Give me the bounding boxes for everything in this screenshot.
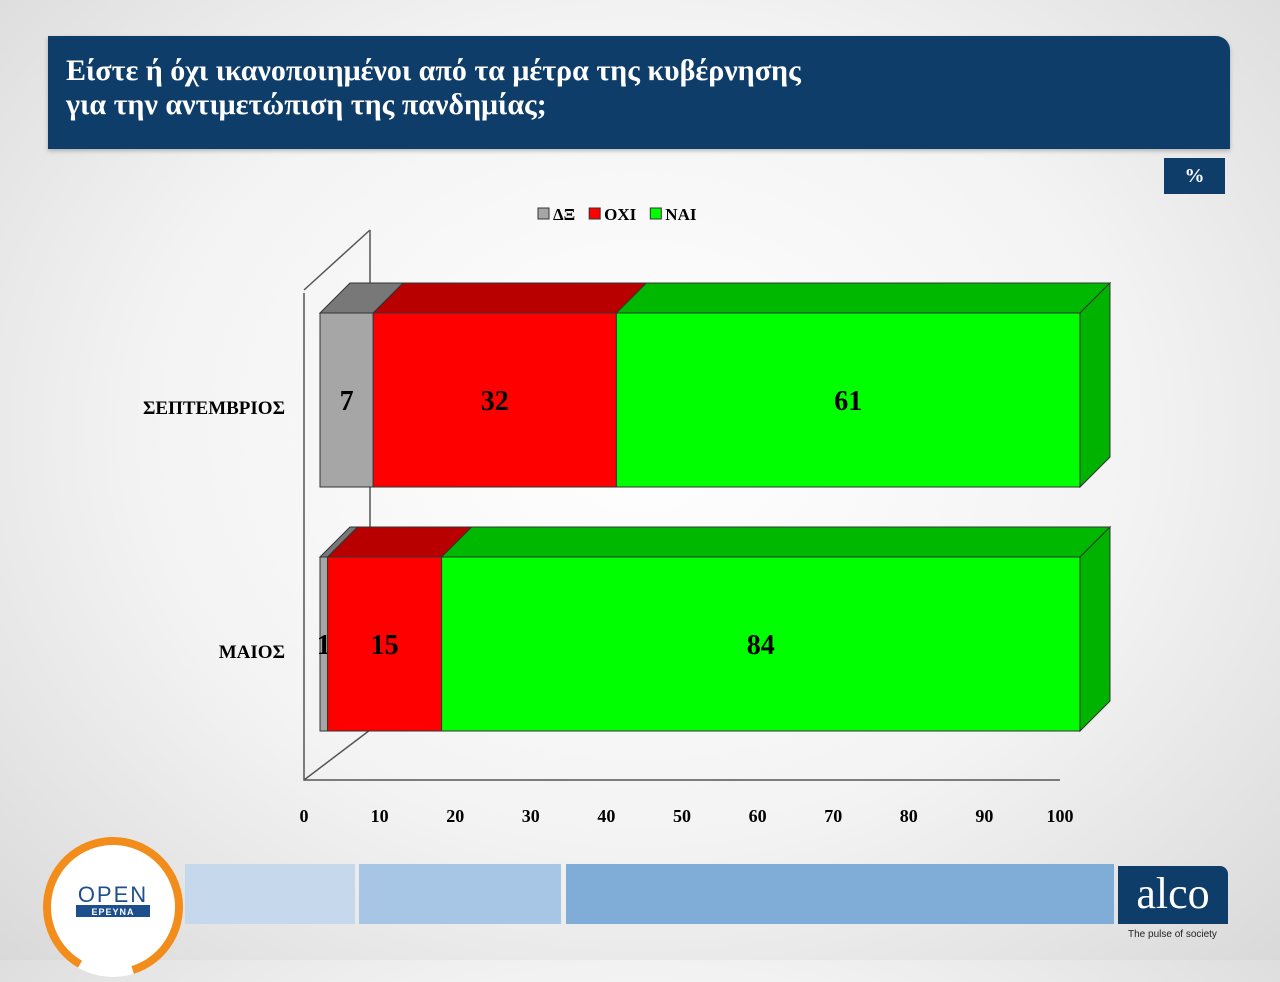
legend-label-0: ΔΞ	[553, 205, 575, 224]
legend-label-2: ΝΑΙ	[665, 205, 697, 224]
chart-title-line-1: Είστε ή όχι ικανοποιημένοι από τα μέτρα …	[66, 54, 801, 87]
bar-side-0	[1079, 281, 1111, 489]
legend-label-1: ΟΧΙ	[604, 205, 637, 224]
x-tick-label-4: 40	[597, 806, 615, 826]
floor-edge	[303, 729, 371, 781]
data-label-2-1: 84	[747, 630, 775, 661]
bar-top-2-1	[440, 526, 1112, 558]
x-tick-label-5: 50	[673, 806, 691, 826]
bar-0-0	[319, 312, 374, 488]
bar-2-0	[615, 312, 1081, 488]
data-label-1-0: 32	[481, 386, 509, 417]
x-tick-label-10: 100	[1047, 806, 1074, 826]
alco-tagline: The pulse of society	[1128, 929, 1217, 940]
footer-strip-2	[359, 864, 561, 924]
data-label-1-1: 15	[371, 630, 399, 661]
bar-2-1	[441, 556, 1081, 732]
data-label-0-0: 7	[340, 386, 354, 417]
x-tick-label-6: 60	[749, 806, 767, 826]
bar-1-1	[327, 556, 443, 732]
alco-logo-text: alco	[1136, 869, 1210, 918]
footer-strip-1	[185, 864, 355, 924]
data-label-2-0: 61	[834, 386, 862, 417]
alco-logo: alco	[1118, 866, 1228, 924]
bar-top-2-0	[615, 282, 1112, 314]
x-tick-label-8: 80	[900, 806, 918, 826]
chart-title-line-2: για την αντιμετώπιση της πανδημίας;	[66, 88, 547, 121]
back-wall-top	[303, 229, 371, 291]
x-tick-label-1: 10	[371, 806, 389, 826]
x-tick-label-9: 90	[975, 806, 993, 826]
bar-1-0	[372, 312, 617, 488]
unit-badge: %	[1164, 158, 1225, 194]
category-label-0: ΣΕΠΤΕΜΒΡΙΟΣ	[143, 398, 285, 419]
bar-side-1	[1079, 525, 1111, 733]
bar-top-1-0	[371, 282, 648, 314]
legend-swatch-0	[537, 207, 550, 220]
x-tick-label-0: 0	[300, 806, 309, 826]
x-tick-label-3: 30	[522, 806, 540, 826]
category-label-1: ΜΑΙΟΣ	[219, 642, 285, 663]
open-logo-text: OPEN	[78, 882, 148, 907]
legend-swatch-2	[649, 207, 662, 220]
legend-swatch-1	[588, 207, 601, 220]
footer-strip-3	[566, 864, 1114, 924]
x-tick-label-2: 20	[446, 806, 464, 826]
chart-title: Είστε ή όχι ικανοποιημένοι από τα μέτρα …	[66, 54, 1066, 122]
title-bar: Είστε ή όχι ικανοποιημένοι από τα μέτρα …	[48, 36, 1230, 149]
erevna-logo-text: ΕΡΕΥΝΑ	[91, 907, 134, 917]
x-tick-label-7: 70	[824, 806, 842, 826]
